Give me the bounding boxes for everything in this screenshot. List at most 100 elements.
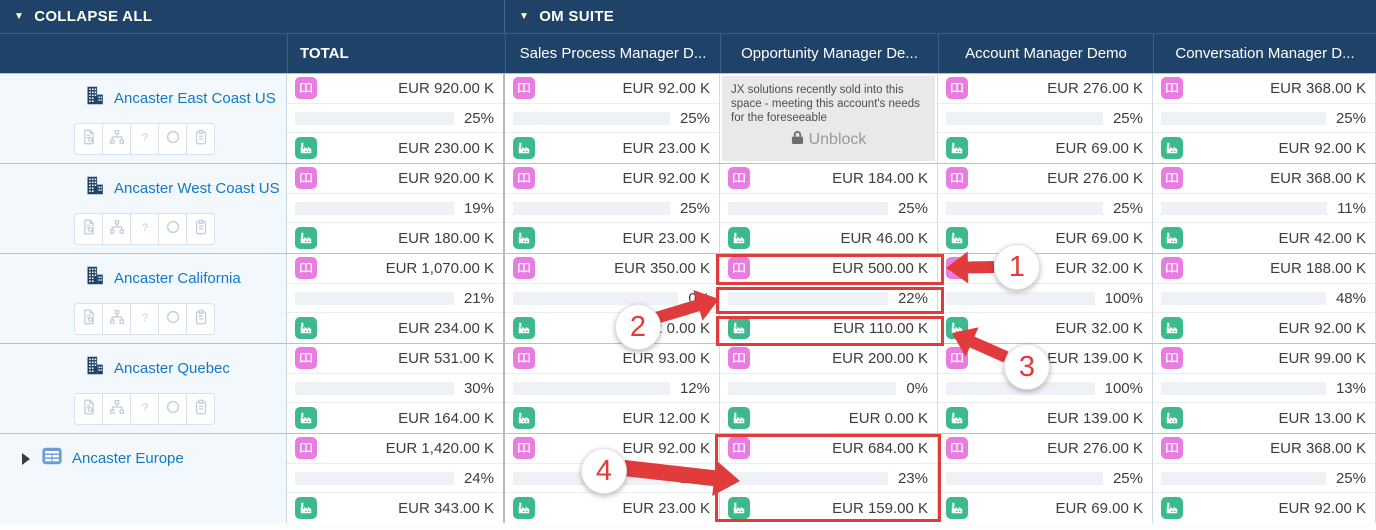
data-cell-ancaster-quebec-conversation-manager[interactable]: EUR 99.00 K 13% EUR 13.00 K xyxy=(1153,344,1376,433)
action-question-button[interactable]: ? xyxy=(130,393,159,425)
svg-text:?: ? xyxy=(141,131,147,143)
factory-icon xyxy=(1161,317,1183,340)
data-cell-ancaster-europe-total[interactable]: EUR 1,420.00 K 24% EUR 343.00 K xyxy=(287,434,505,523)
factory-icon xyxy=(946,227,968,250)
percent-label: 23% xyxy=(897,469,928,487)
percent-label: 0% xyxy=(688,289,710,307)
open-book-icon xyxy=(728,437,750,460)
action-hierarchy-button[interactable] xyxy=(102,123,131,155)
action-question-button[interactable]: ? xyxy=(130,303,159,335)
action-clipboard-button[interactable] xyxy=(186,303,215,335)
data-cell-ancaster-europe-sales-process-manager[interactable]: EUR 92.00 K 25% EUR 23.00 K xyxy=(505,434,720,523)
top-value-row: EUR 92.00 K xyxy=(505,74,719,104)
lock-icon xyxy=(791,130,804,150)
data-cell-ancaster-west-coast-us-opportunity-manager[interactable]: EUR 184.00 K 25% EUR 46.00 K xyxy=(720,164,938,253)
svg-text:?: ? xyxy=(141,221,147,233)
top-value-row: EUR 184.00 K xyxy=(720,164,937,194)
action-circle-button[interactable] xyxy=(158,303,187,335)
data-cell-ancaster-east-coast-us-conversation-manager[interactable]: EUR 368.00 K 25% EUR 92.00 K xyxy=(1153,74,1376,163)
action-circle-button[interactable] xyxy=(158,213,187,245)
data-cell-ancaster-quebec-account-manager[interactable]: EUR 139.00 K 100% EUR 139.00 K xyxy=(938,344,1153,433)
data-cell-ancaster-quebec-total[interactable]: EUR 531.00 K 30% EUR 164.00 K xyxy=(287,344,505,433)
data-cell-ancaster-california-sales-process-manager[interactable]: EUR 350.00 K 0% EUR 0.00 K xyxy=(505,254,720,343)
data-cell-ancaster-west-coast-us-account-manager[interactable]: EUR 276.00 K 25% EUR 69.00 K xyxy=(938,164,1153,253)
data-cell-ancaster-california-opportunity-manager[interactable]: EUR 500.00 K 22% EUR 110.00 K xyxy=(720,254,938,343)
top-value-row: EUR 139.00 K xyxy=(938,344,1152,374)
action-hierarchy-button[interactable] xyxy=(102,393,131,425)
account-link-ancaster-west-coast-us[interactable]: Ancaster West Coast US xyxy=(114,179,280,197)
column-header-opportunity-manager[interactable]: Opportunity Manager De... xyxy=(720,34,938,73)
column-header-account-manager[interactable]: Account Manager Demo xyxy=(938,34,1153,73)
column-header-conversation-manager[interactable]: Conversation Manager D... xyxy=(1153,34,1376,73)
svg-text:?: ? xyxy=(141,311,147,323)
om-suite-label: OM SUITE xyxy=(539,8,615,25)
open-book-icon xyxy=(728,347,750,370)
data-cell-ancaster-east-coast-us-account-manager[interactable]: EUR 276.00 K 25% EUR 69.00 K xyxy=(938,74,1153,163)
data-cell-ancaster-west-coast-us-sales-process-manager[interactable]: EUR 92.00 K 25% EUR 23.00 K xyxy=(505,164,720,253)
percent-row: 25% xyxy=(1153,464,1375,494)
column-header-spacer xyxy=(0,34,287,73)
top-value: EUR 684.00 K xyxy=(832,439,928,457)
account-link-ancaster-california[interactable]: Ancaster California xyxy=(114,269,241,287)
action-clipboard-button[interactable] xyxy=(186,213,215,245)
account-link-ancaster-quebec[interactable]: Ancaster Quebec xyxy=(114,359,230,377)
percent-bar-track xyxy=(728,201,888,215)
action-question-button[interactable]: ? xyxy=(130,123,159,155)
bottom-value-row: EUR 13.00 K xyxy=(1153,403,1375,433)
percent-bar-track xyxy=(1161,111,1326,125)
bottom-value: EUR 164.00 K xyxy=(398,409,494,427)
bottom-value: EUR 13.00 K xyxy=(1278,409,1366,427)
percent-bar-track xyxy=(1161,471,1326,485)
percent-row: 25% xyxy=(287,104,503,134)
action-circle-button[interactable] xyxy=(158,393,187,425)
action-hierarchy-button[interactable] xyxy=(102,213,131,245)
collapse-all-header[interactable]: ▼ COLLAPSE ALL xyxy=(0,0,505,33)
data-cell-ancaster-california-conversation-manager[interactable]: EUR 188.00 K 48% EUR 92.00 K xyxy=(1153,254,1376,343)
account-link-ancaster-europe[interactable]: Ancaster Europe xyxy=(72,450,184,467)
column-header-sales-process-manager[interactable]: Sales Process Manager D... xyxy=(505,34,720,73)
data-cell-ancaster-california-total[interactable]: EUR 1,070.00 K 21% EUR 234.00 K xyxy=(287,254,505,343)
percent-row: 48% xyxy=(1153,284,1375,314)
action-file-search-button[interactable] xyxy=(74,213,103,245)
bottom-value: EUR 139.00 K xyxy=(1047,409,1143,427)
data-cell-ancaster-west-coast-us-total[interactable]: EUR 920.00 K 19% EUR 180.00 K xyxy=(287,164,505,253)
file-search-icon xyxy=(80,398,98,421)
data-cell-ancaster-europe-account-manager[interactable]: EUR 276.00 K 25% EUR 69.00 K xyxy=(938,434,1153,523)
bottom-value: EUR 343.00 K xyxy=(398,499,494,517)
percent-bar-track xyxy=(1161,381,1326,395)
account-row: Ancaster California? EUR 1,070.00 K 21% EUR… xyxy=(0,253,1376,343)
column-header-total[interactable]: TOTAL xyxy=(287,34,505,73)
data-cell-ancaster-california-account-manager[interactable]: EUR 32.00 K 100% EUR 32.00 K xyxy=(938,254,1153,343)
data-cell-ancaster-europe-conversation-manager[interactable]: EUR 368.00 K 25% EUR 92.00 K xyxy=(1153,434,1376,523)
top-value-row: EUR 1,070.00 K xyxy=(287,254,503,284)
data-cell-ancaster-east-coast-us-opportunity-manager[interactable]: JX solutions recently sold into this spa… xyxy=(720,74,938,163)
data-cell-ancaster-quebec-sales-process-manager[interactable]: EUR 93.00 K 12% EUR 12.00 K xyxy=(505,344,720,433)
action-question-button[interactable]: ? xyxy=(130,213,159,245)
factory-icon xyxy=(1161,227,1183,250)
expand-caret-icon[interactable] xyxy=(22,452,30,465)
percent-bar-track xyxy=(946,111,1103,125)
data-cell-ancaster-quebec-opportunity-manager[interactable]: EUR 200.00 K 0% EUR 0.00 K xyxy=(720,344,938,433)
action-circle-button[interactable] xyxy=(158,123,187,155)
unblock-button[interactable]: Unblock xyxy=(731,130,926,150)
data-cell-ancaster-east-coast-us-total[interactable]: EUR 920.00 K 25% EUR 230.00 K xyxy=(287,74,505,163)
account-line: Ancaster Europe xyxy=(0,445,286,472)
bottom-value: EUR 0.00 K xyxy=(848,409,928,427)
action-file-search-button[interactable] xyxy=(74,393,103,425)
top-value: EUR 92.00 K xyxy=(622,169,710,187)
percent-bar-track xyxy=(728,471,888,485)
open-book-icon xyxy=(513,257,535,280)
action-hierarchy-button[interactable] xyxy=(102,303,131,335)
percent-bar-track xyxy=(295,381,454,395)
action-file-search-button[interactable] xyxy=(74,303,103,335)
action-file-search-button[interactable] xyxy=(74,123,103,155)
data-cell-ancaster-west-coast-us-conversation-manager[interactable]: EUR 368.00 K 11% EUR 42.00 K xyxy=(1153,164,1376,253)
account-link-ancaster-east-coast-us[interactable]: Ancaster East Coast US xyxy=(114,89,276,107)
action-clipboard-button[interactable] xyxy=(186,393,215,425)
data-cell-ancaster-europe-opportunity-manager[interactable]: EUR 684.00 K 23% EUR 159.00 K xyxy=(720,434,938,523)
percent-label: 25% xyxy=(679,469,710,487)
om-suite-header[interactable]: ▼ OM SUITE xyxy=(505,0,1376,33)
action-clipboard-button[interactable] xyxy=(186,123,215,155)
percent-label: 22% xyxy=(897,289,928,307)
data-cell-ancaster-east-coast-us-sales-process-manager[interactable]: EUR 92.00 K 25% EUR 23.00 K xyxy=(505,74,720,163)
